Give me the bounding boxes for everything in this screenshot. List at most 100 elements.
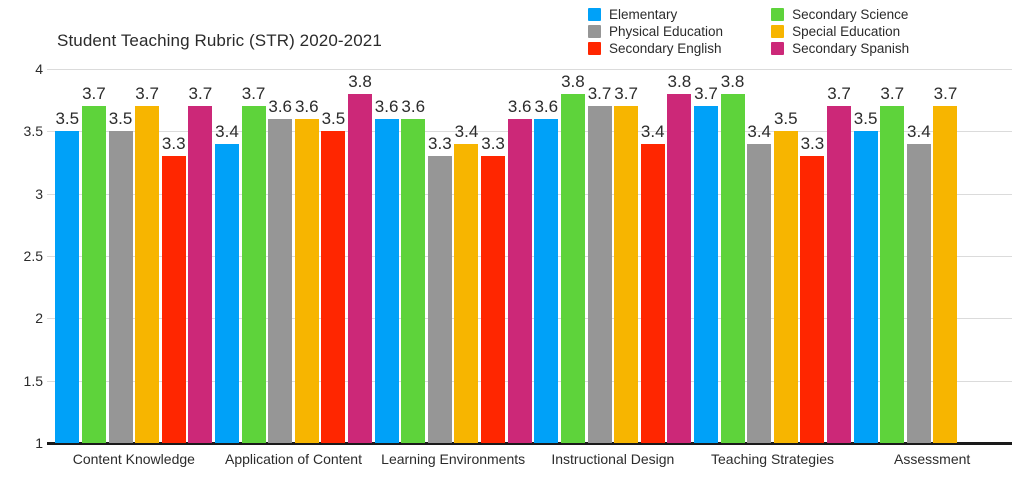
- bar-value-label: 3.7: [614, 84, 638, 104]
- y-axis-label-2.5: 2.5: [23, 248, 43, 264]
- x-axis-line: [47, 442, 1012, 445]
- bar-value-label: 3.7: [587, 84, 612, 104]
- bar-value-label: 3.8: [720, 71, 745, 91]
- bar-value-label: 3.5: [108, 109, 133, 129]
- bar-value-label: 3.3: [481, 134, 505, 154]
- y-axis-label-1: 1: [35, 435, 43, 451]
- bar-physical-education-application-of-content: [268, 118, 293, 443]
- bar-value-label: 3.7: [827, 84, 851, 104]
- y-axis-label-3: 3: [35, 185, 43, 202]
- bar-value-label: 3.5: [55, 109, 80, 129]
- bar-value-label: 3.6: [507, 96, 532, 116]
- legend-swatch-secondary-spanish: [771, 42, 785, 55]
- bar-secondary-spanish-teaching-strategies: [827, 106, 852, 443]
- bar-value-label: 3.5: [321, 109, 346, 129]
- y-tick-2.5: [47, 256, 54, 257]
- legend-label: Secondary English: [609, 41, 722, 56]
- bar-secondary-science-content-knowledge: [81, 106, 106, 443]
- x-axis-label-teaching-strategies: Teaching Strategies: [711, 451, 834, 467]
- bar-secondary-spanish-application-of-content: [348, 93, 373, 443]
- legend-swatch-elementary: [588, 8, 601, 21]
- bar-value-label: 3.6: [401, 96, 426, 116]
- bar-value-label: 3.4: [215, 121, 239, 141]
- bar-value-label: 3.4: [907, 121, 931, 141]
- y-tick-2: [47, 318, 54, 320]
- bar-value-label: 3.3: [161, 134, 186, 154]
- bar-elementary-learning-environments: [374, 118, 399, 443]
- y-tick-3: [47, 193, 54, 195]
- bar-value-label: 3.4: [640, 121, 665, 141]
- bar-physical-education-learning-environments: [427, 156, 452, 443]
- bar-special-education-teaching-strategies: [773, 131, 798, 443]
- bar-value-label: 3.7: [188, 84, 213, 104]
- bar-value-label: 3.4: [747, 121, 772, 141]
- bar-value-label: 3.5: [773, 109, 798, 129]
- gridline-3.5: [54, 131, 1012, 133]
- legend-item-physical-education: Physical Education: [588, 25, 723, 38]
- bar-secondary-spanish-content-knowledge: [188, 106, 213, 443]
- bar-value-label: 3.6: [294, 96, 319, 116]
- legend-item-secondary-science: Secondary Science: [771, 8, 909, 21]
- legend-column-1: Elementary Physical Education Secondary En…: [588, 8, 723, 55]
- bar-value-label: 3.6: [374, 96, 399, 116]
- y-axis-label-2: 2: [35, 310, 43, 327]
- bar-secondary-english-learning-environments: [481, 156, 506, 443]
- y-axis-label-1.5: 1.5: [23, 372, 43, 389]
- bar-value-label: 3.7: [82, 84, 106, 104]
- bar-value-label: 3.7: [880, 84, 905, 104]
- bar-secondary-english-teaching-strategies: [800, 156, 825, 443]
- bar-elementary-content-knowledge: [55, 131, 80, 443]
- y-axis-label-4: 4: [35, 61, 43, 77]
- legend-item-secondary-english: Secondary English: [588, 42, 723, 55]
- gridline-2.5: [54, 256, 1012, 257]
- x-axis-label-learning-environments: Learning Environments: [381, 451, 526, 467]
- bar-secondary-spanish-instructional-design: [667, 93, 692, 443]
- bar-special-education-learning-environments: [454, 143, 479, 443]
- bar-value-label: 3.7: [135, 84, 159, 104]
- chart-title: Student Teaching Rubric (STR) 2020-2021: [57, 31, 382, 50]
- y-tick-4: [47, 69, 54, 70]
- bar-value-label: 3.7: [694, 84, 718, 104]
- bar-physical-education-assessment: [906, 143, 931, 443]
- bar-special-education-instructional-design: [614, 106, 639, 443]
- bar-physical-education-instructional-design: [587, 106, 612, 443]
- bar-elementary-teaching-strategies: [693, 106, 718, 443]
- x-axis-label-instructional-design: Instructional Design: [551, 451, 675, 467]
- bar-special-education-content-knowledge: [135, 106, 160, 443]
- legend-column-2: Secondary Science Special Education Second…: [771, 8, 909, 55]
- legend-swatch-secondary-english: [588, 42, 601, 55]
- y-axis-label-3.5: 3.5: [23, 123, 43, 140]
- gridline-3: [54, 193, 1012, 195]
- x-axis-label-assessment: Assessment: [894, 451, 971, 467]
- bar-value-label: 3.8: [667, 71, 692, 91]
- bar-secondary-spanish-learning-environments: [507, 118, 532, 443]
- legend-item-special-education: Special Education: [771, 25, 909, 38]
- legend-label: Elementary: [609, 7, 678, 22]
- gridline-1.5: [54, 380, 1012, 382]
- bar-elementary-application-of-content: [214, 143, 239, 443]
- bar-secondary-science-teaching-strategies: [720, 93, 745, 443]
- legend-swatch-physical-education: [588, 25, 601, 38]
- gridline-4: [54, 69, 1012, 70]
- bar-value-label: 3.7: [933, 84, 958, 104]
- bar-elementary-assessment: [853, 131, 878, 443]
- y-tick-1.5: [47, 380, 54, 382]
- legend-swatch-special-education: [771, 25, 785, 38]
- x-axis-label-application-of-content: Application of Content: [225, 451, 362, 467]
- bar-secondary-english-application-of-content: [321, 131, 346, 443]
- bar-value-label: 3.8: [348, 71, 372, 91]
- legend-label: Special Education: [792, 24, 901, 39]
- bar-secondary-science-learning-environments: [401, 118, 426, 443]
- bar-value-label: 3.6: [268, 96, 293, 116]
- bar-value-label: 3.6: [534, 96, 559, 116]
- bar-value-label: 3.8: [561, 71, 585, 91]
- bar-secondary-english-instructional-design: [640, 143, 665, 443]
- bar-value-label: 3.4: [454, 121, 479, 141]
- legend-label: Secondary Spanish: [792, 41, 910, 56]
- bar-value-label: 3.5: [853, 109, 878, 129]
- bar-physical-education-teaching-strategies: [747, 143, 772, 443]
- bar-secondary-science-instructional-design: [560, 93, 585, 443]
- bar-secondary-science-application-of-content: [241, 106, 266, 443]
- bar-value-label: 3.7: [241, 84, 266, 104]
